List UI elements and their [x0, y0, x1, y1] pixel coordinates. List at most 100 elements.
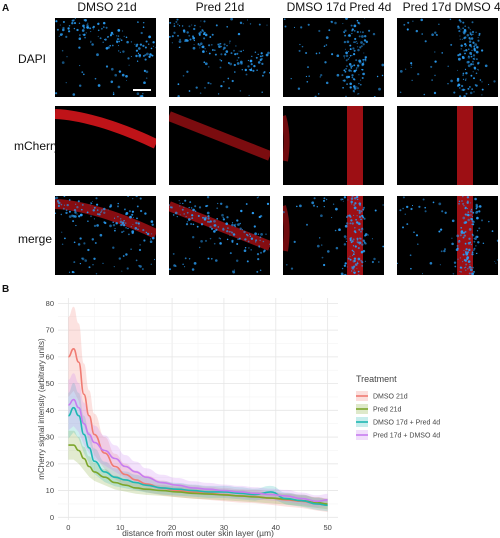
dapi-speck — [433, 91, 437, 95]
dapi-speck — [463, 234, 466, 237]
dapi-speck — [232, 233, 236, 236]
dapi-speck — [216, 207, 219, 210]
dapi-speck — [144, 58, 147, 61]
dapi-speck — [353, 64, 356, 67]
dapi-speck — [178, 200, 180, 202]
dapi-speck — [198, 206, 202, 209]
dapi-speck — [91, 200, 93, 203]
dapi-speck — [200, 223, 204, 226]
dapi-speck — [464, 43, 467, 46]
dapi-speck — [226, 230, 229, 233]
dapi-speck — [471, 251, 474, 254]
dapi-speck — [171, 42, 173, 44]
dapi-speck — [320, 73, 323, 77]
dapi-speck — [177, 34, 179, 37]
dapi-speck — [151, 54, 154, 57]
dapi-speck — [87, 24, 89, 27]
dapi-speck — [234, 71, 236, 73]
micrograph-image — [55, 109, 156, 149]
dapi-speck — [61, 231, 63, 233]
dapi-speck — [345, 67, 348, 70]
dapi-speck — [316, 206, 318, 208]
dapi-speck — [194, 210, 197, 212]
dapi-speck — [481, 81, 483, 83]
dapi-speck — [474, 197, 477, 201]
dapi-speck — [362, 43, 365, 46]
dapi-speck — [249, 59, 253, 63]
dapi-speck — [226, 26, 228, 28]
dapi-speck — [477, 39, 480, 42]
dapi-speck — [61, 49, 64, 52]
dapi-speck — [352, 253, 355, 256]
dapi-speck — [350, 200, 353, 204]
dapi-speck — [357, 241, 360, 244]
dapi-speck — [99, 37, 102, 40]
dapi-speck — [447, 65, 449, 68]
dapi-speck — [463, 258, 467, 262]
dapi-speck — [77, 243, 81, 246]
dapi-speck — [100, 211, 102, 213]
dapi-speck — [360, 230, 362, 233]
dapi-speck — [145, 40, 148, 43]
dapi-speck — [350, 65, 353, 68]
dapi-speck — [456, 79, 460, 82]
dapi-speck — [121, 30, 124, 32]
dapi-speck — [175, 20, 178, 23]
dapi-speck — [353, 257, 357, 260]
dapi-speck — [353, 214, 355, 216]
dapi-speck — [306, 80, 309, 83]
dapi-speck — [466, 256, 469, 259]
dapi-speck — [190, 207, 193, 209]
dapi-speck — [325, 198, 328, 201]
dapi-speck — [261, 52, 263, 55]
dapi-speck — [348, 69, 351, 72]
micrograph-tile — [169, 196, 270, 275]
dapi-speck — [258, 23, 261, 26]
dapi-speck — [96, 209, 99, 211]
dapi-speck — [351, 74, 354, 77]
dapi-speck — [212, 49, 214, 51]
dapi-speck — [254, 241, 257, 243]
dapi-speck — [93, 224, 97, 228]
dapi-speck — [242, 49, 245, 52]
dapi-speck — [124, 222, 127, 225]
dapi-speck — [297, 87, 301, 90]
dapi-speck — [357, 257, 361, 261]
dapi-speck — [353, 41, 355, 43]
dapi-speck — [470, 55, 473, 58]
dapi-speck — [350, 197, 354, 201]
dapi-speck — [316, 244, 320, 248]
dapi-speck — [456, 244, 459, 247]
dapi-speck — [457, 26, 461, 30]
dapi-speck — [470, 208, 473, 211]
dapi-speck — [349, 48, 352, 51]
dapi-speck — [364, 58, 367, 61]
dapi-speck — [350, 70, 352, 72]
dapi-speck — [341, 267, 344, 270]
dapi-speck — [142, 229, 145, 232]
micrograph-tile — [397, 106, 498, 185]
micrograph-tile — [283, 18, 384, 97]
dapi-speck — [349, 86, 352, 89]
dapi-speck — [458, 53, 462, 56]
dapi-speck — [451, 219, 455, 223]
dapi-speck — [238, 50, 240, 52]
dapi-speck — [358, 74, 360, 76]
dapi-speck — [237, 238, 239, 240]
dapi-speck — [351, 265, 354, 269]
dapi-speck — [373, 257, 376, 261]
dapi-speck — [136, 217, 138, 220]
dapi-speck — [469, 268, 473, 272]
dapi-speck — [219, 202, 223, 206]
dapi-speck — [356, 30, 359, 34]
dapi-speck — [269, 243, 270, 246]
legend-entry-label: Pred 21d — [373, 407, 402, 414]
dapi-speck — [371, 238, 373, 240]
dapi-speck — [334, 21, 337, 25]
dapi-speck — [349, 255, 351, 257]
dapi-speck — [360, 218, 362, 221]
dapi-speck — [346, 214, 350, 217]
dapi-speck — [73, 241, 76, 244]
y-tick-label: 50 — [46, 379, 54, 388]
dapi-speck — [354, 263, 358, 266]
